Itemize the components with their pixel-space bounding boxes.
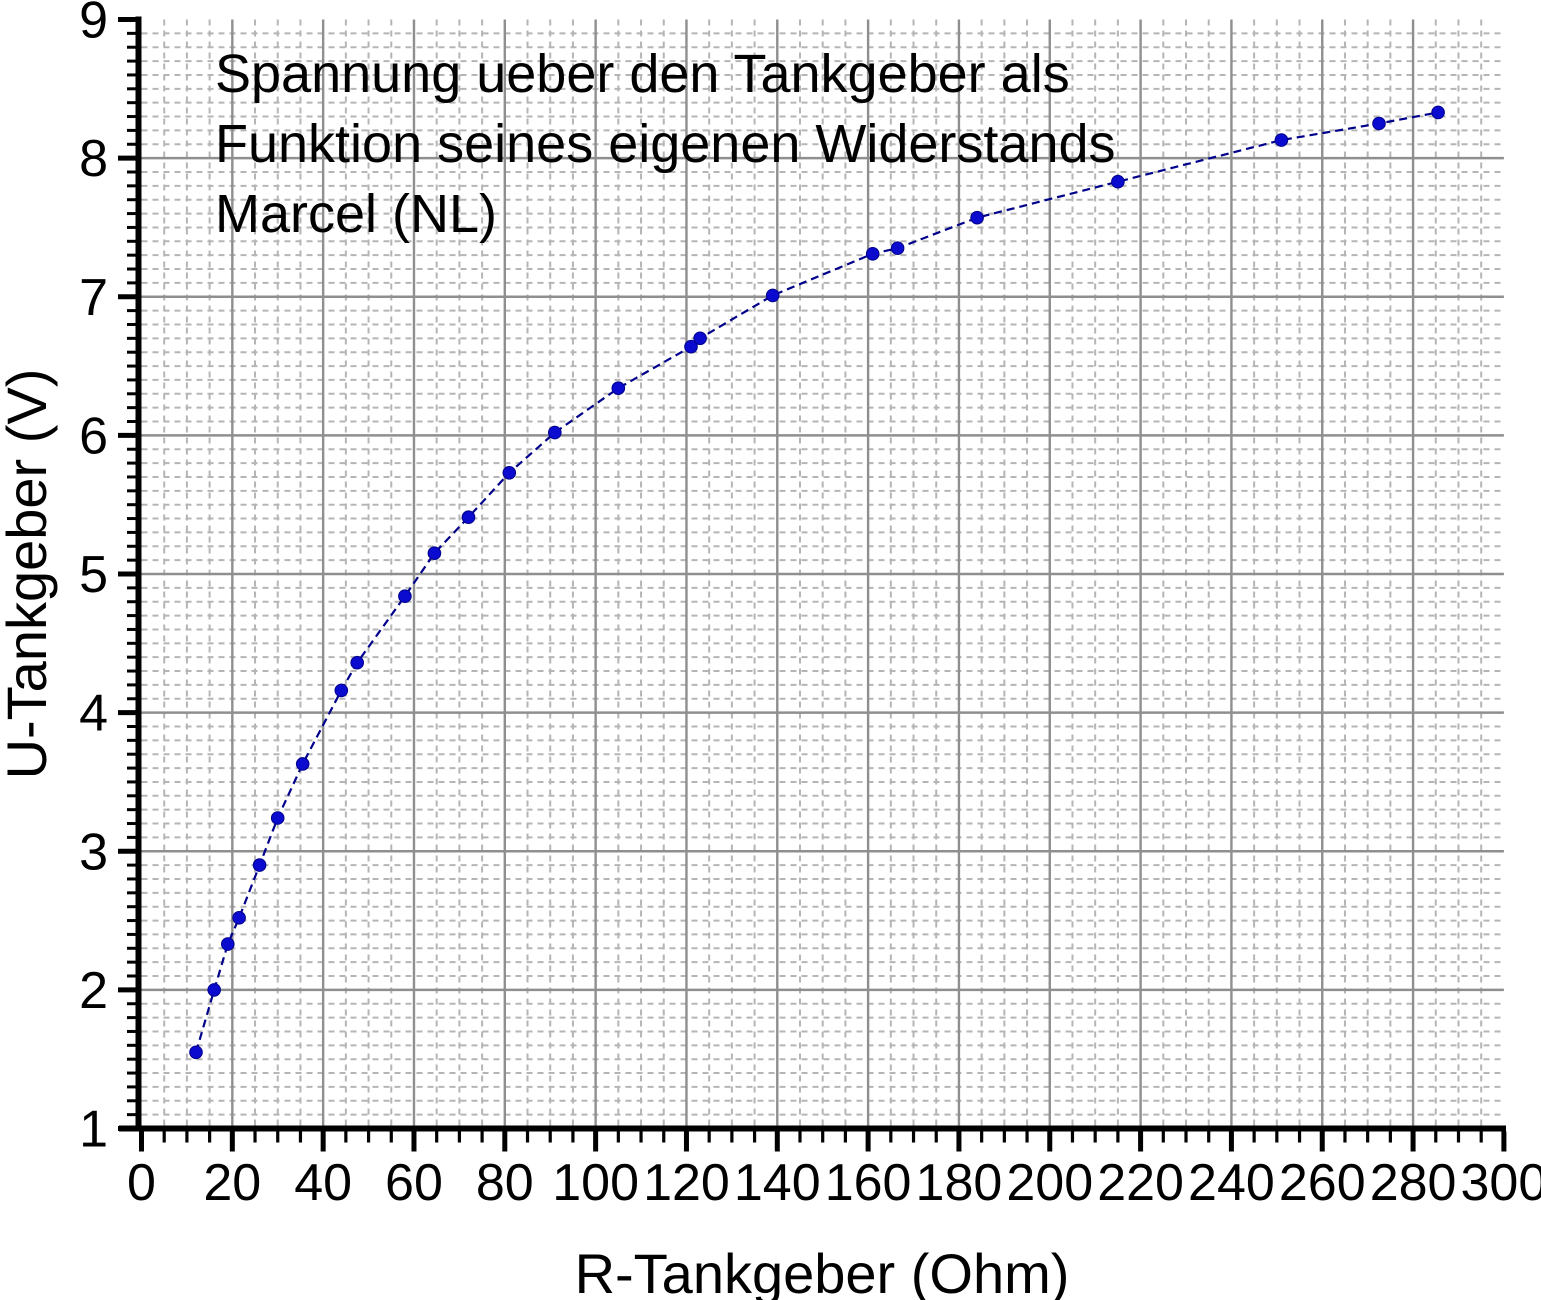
x-tick-label: 60 [385,1154,443,1212]
data-point [890,241,905,255]
y-tick-label: 9 [79,0,108,50]
x-tick-label: 100 [552,1154,639,1212]
y-axis-title: U-Tankgeber (V) [0,369,58,780]
major-gridlines [141,19,1504,1126]
x-tick-label: 240 [1188,1154,1275,1212]
data-point [252,858,267,872]
data-point [295,757,310,771]
chart-title-line-2: Funktion seines eigenen Widerstands [215,114,1116,174]
chart-title-line-1: Spannung ueber den Tankgeber als [215,44,1070,104]
x-tick-label: 120 [643,1154,730,1212]
x-tick-label: 200 [1006,1154,1093,1212]
data-point [684,339,698,354]
data-point [1274,133,1289,147]
x-tick-label: 220 [1097,1154,1184,1212]
y-tick-label: 6 [79,407,108,465]
y-tick-label: 2 [79,962,108,1020]
data-point [502,466,517,480]
y-tick-label: 5 [79,546,108,604]
x-tick-label: 280 [1370,1154,1457,1212]
y-tick-label: 8 [79,130,108,188]
data-point [1111,174,1125,189]
x-tick-label: 0 [127,1154,156,1212]
data-point [1372,116,1386,131]
x-tick-label: 80 [476,1154,534,1212]
data-point [611,381,626,396]
y-tick-label: 7 [79,269,108,327]
data-point [461,510,476,525]
y-tick-label: 3 [79,823,108,881]
data-point [232,911,246,925]
data-point [398,589,412,604]
x-tick-label: 180 [916,1154,1003,1212]
tick-labels: 0 20 40 60 80 100 120 140 160 180 200 220 240 260 280 3… [79,0,1541,1212]
data-point [1431,105,1445,120]
data-point [427,546,442,561]
y-tick-label: 4 [79,685,108,743]
minor-gridlines [141,19,1504,1126]
data-point [270,811,285,825]
data-point [350,655,365,670]
x-tick-label: 40 [294,1154,352,1212]
chart-title-line-3: Marcel (NL) [215,184,497,244]
data-point [221,937,235,951]
data-point [865,247,880,261]
x-axis-title: R-Tankgeber (Ohm) [575,1242,1070,1300]
x-tick-label: 300 [1461,1154,1541,1212]
y-tick-label: 1 [79,1101,108,1159]
x-tick-label: 160 [825,1154,912,1212]
data-point [334,683,349,698]
data-point [970,210,984,225]
data-point [548,425,562,440]
axes [119,16,1506,1132]
data-point [693,331,707,346]
data-point [207,983,221,997]
x-tick-label: 140 [734,1154,821,1212]
x-tick-label: 260 [1279,1154,1366,1212]
tick-marks [118,17,1507,1152]
data-series [189,105,1445,1060]
x-tick-label: 20 [203,1154,261,1212]
data-point [189,1045,203,1060]
data-point [765,288,780,303]
